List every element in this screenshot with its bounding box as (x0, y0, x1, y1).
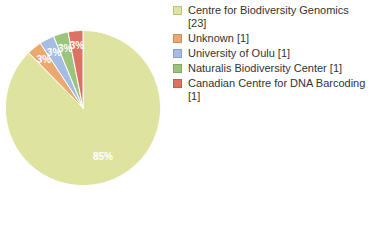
html-text:Centre for Biodiversity Genomi: Centre for Biodiversity Genomics [23] (188, 4, 349, 29)
html-text:Canadian Centre for DNA Barcod: Canadian Centre for DNA Barcoding [1] (188, 77, 366, 102)
svg-text:85%: 85% (93, 151, 113, 162)
html-text:Unknown [1]: Unknown [1] (188, 32, 250, 44)
svg-text:3%: 3% (58, 42, 73, 54)
svg-text:3%: 3% (36, 54, 52, 65)
html-text:Naturalis Biodiversity Center: Naturalis Biodiversity Center [1] (188, 62, 343, 74)
svg-text:3%: 3% (70, 40, 85, 51)
svg-text:3%: 3% (46, 47, 62, 59)
html-text:University of Oulu [1]: University of Oulu [1] (188, 47, 291, 59)
